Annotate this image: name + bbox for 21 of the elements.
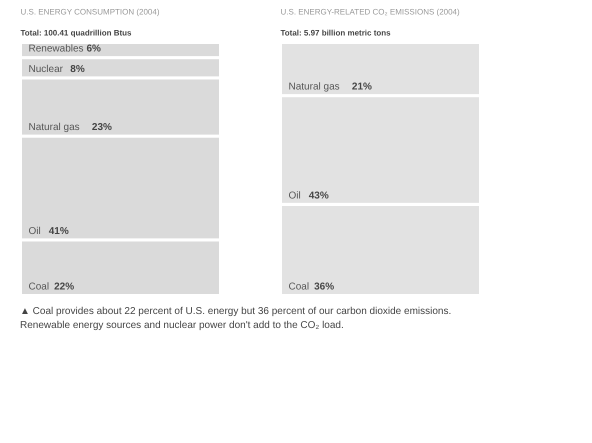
- series-label: Natural gas: [28, 122, 80, 134]
- data-label: 21%: [352, 82, 372, 93]
- chart-title: U.S. ENERGY CONSUMPTION (2004): [20, 8, 160, 16]
- chart-subtitle: Total: 100.41 quadrillion Btus: [20, 28, 132, 38]
- series-label: Oil: [28, 226, 41, 237]
- chart-subtitle: Total: 5.97 billion metric tons: [280, 28, 392, 38]
- data-label: 41%: [48, 226, 69, 237]
- series-label: Oil: [288, 190, 301, 202]
- series-label: Natural gas: [288, 82, 340, 93]
- series-label: Nuclear: [28, 64, 64, 75]
- series-label: Coal: [288, 281, 310, 292]
- text: ▲ Coal provides about 22 percent of U.S. energy but 36 percent of our carbon dioxide emissions. Renewable energy sources and nuclear power don't add to the CO₂ load.: [20, 305, 452, 334]
- data-label: 43%: [308, 190, 329, 202]
- data-label: 8%: [70, 64, 85, 75]
- data-label: 22%: [54, 281, 74, 292]
- series-label: Renewables: [28, 44, 84, 55]
- data-label: 6%: [86, 44, 102, 55]
- series-label: Coal: [28, 281, 50, 292]
- chart-title: U.S. ENERGY-RELATED CO₂ EMISSIONS (2004): [280, 8, 460, 16]
- data-label: 23%: [92, 122, 112, 134]
- data-label: 36%: [314, 281, 334, 292]
